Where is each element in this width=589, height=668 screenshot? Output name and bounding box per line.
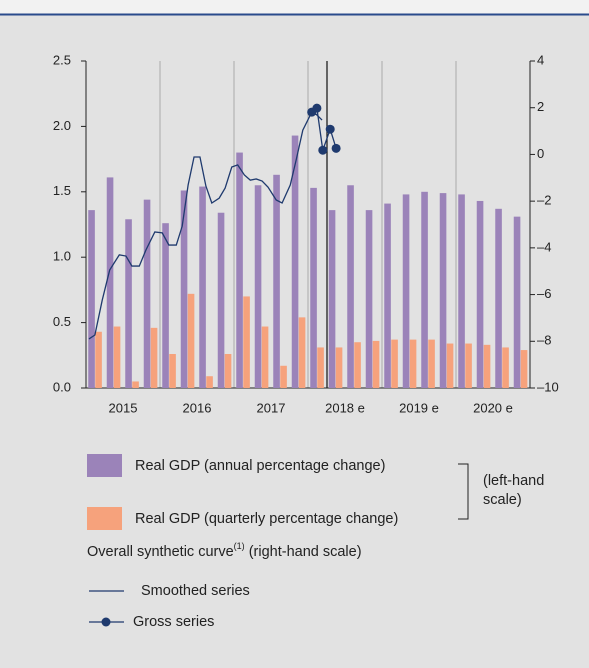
point bbox=[312, 103, 322, 113]
x-tick-label: 2015 bbox=[109, 400, 138, 415]
bar bbox=[391, 339, 398, 388]
bar bbox=[483, 344, 491, 388]
legend-label: Real GDP (quarterly percentage change) bbox=[135, 511, 398, 527]
legend-heading-sup: (1) bbox=[234, 541, 245, 551]
bar bbox=[125, 219, 132, 388]
x-tick-label: 2016 bbox=[183, 400, 212, 415]
legend-label: Gross series bbox=[133, 614, 214, 630]
bar bbox=[384, 203, 391, 388]
point bbox=[325, 124, 335, 134]
bar bbox=[428, 339, 435, 388]
y2-tick-label: –2 bbox=[537, 193, 551, 208]
bar bbox=[495, 208, 502, 388]
bar bbox=[372, 340, 380, 388]
y-tick-label: 1.5 bbox=[53, 183, 71, 198]
bar bbox=[95, 331, 102, 388]
y2-tick-label: –8 bbox=[537, 333, 551, 348]
bar bbox=[243, 296, 250, 388]
bar bbox=[317, 347, 324, 388]
x-tick-label: 2017 bbox=[257, 400, 286, 415]
y-tick-label: 0.0 bbox=[53, 379, 71, 394]
x-tick-label: 2020 e bbox=[473, 400, 513, 415]
y2-tick-label: 2 bbox=[537, 99, 544, 114]
legend-swatch bbox=[87, 454, 122, 477]
bar bbox=[328, 210, 336, 388]
bar bbox=[150, 327, 158, 388]
y2-tick-label: –10 bbox=[537, 379, 559, 394]
bar bbox=[261, 326, 269, 388]
line bbox=[88, 113, 323, 340]
bar bbox=[291, 135, 299, 388]
bar bbox=[347, 185, 354, 388]
bar bbox=[88, 210, 95, 388]
y2-tick-label: –4 bbox=[537, 239, 551, 254]
y-tick-label: 0.5 bbox=[53, 314, 71, 329]
bar bbox=[502, 347, 509, 388]
bar bbox=[236, 152, 243, 388]
y-tick-label: 2.0 bbox=[53, 118, 71, 133]
bar bbox=[439, 193, 447, 388]
bar bbox=[199, 186, 206, 388]
bar bbox=[476, 200, 484, 388]
legend-marker bbox=[101, 617, 111, 627]
bar bbox=[520, 350, 528, 388]
legend-note: scale) bbox=[483, 492, 522, 508]
bar bbox=[113, 326, 121, 388]
bar bbox=[180, 190, 188, 388]
bar bbox=[169, 353, 176, 388]
bar bbox=[365, 210, 373, 388]
bar bbox=[143, 199, 151, 388]
legend-heading-suffix: (right-hand scale) bbox=[245, 544, 362, 560]
bar bbox=[298, 317, 306, 388]
legend-swatch bbox=[87, 507, 122, 530]
bar bbox=[254, 185, 262, 388]
bar bbox=[132, 381, 139, 388]
bar bbox=[409, 339, 417, 388]
bar bbox=[402, 194, 410, 388]
bar bbox=[335, 347, 343, 388]
bar bbox=[465, 343, 472, 388]
bar bbox=[187, 293, 195, 388]
bar bbox=[458, 194, 465, 388]
legend-bracket bbox=[458, 463, 469, 520]
legend-note: (left-hand bbox=[483, 473, 544, 489]
legend-heading-text: Overall synthetic curve bbox=[87, 544, 234, 560]
bar bbox=[354, 342, 361, 388]
legend-label: Smoothed series bbox=[141, 583, 250, 599]
bar bbox=[310, 187, 317, 388]
y-tick-label: 2.5 bbox=[53, 52, 71, 67]
bar bbox=[273, 174, 280, 388]
bar bbox=[421, 191, 428, 388]
point bbox=[331, 143, 341, 153]
y2-tick-label: –6 bbox=[537, 286, 551, 301]
legend-heading: Overall synthetic curve(1) (right-hand s… bbox=[87, 541, 362, 559]
legend: Real GDP (annual percentage change) Real… bbox=[87, 454, 544, 630]
y-tick-label: 1.0 bbox=[53, 249, 71, 264]
bar bbox=[106, 177, 114, 388]
x-tick-label: 2019 e bbox=[399, 400, 439, 415]
x-tick-label: 2018 e bbox=[325, 400, 365, 415]
plot: 0.0 0.5 1.0 1.5 2.0 2.5 –10 –8 –6 –4 –2 0 2 4 2015 2016… bbox=[53, 52, 559, 415]
bar bbox=[446, 343, 454, 388]
bar bbox=[162, 223, 169, 388]
bar bbox=[217, 212, 225, 388]
bar bbox=[513, 216, 521, 388]
bar bbox=[206, 376, 213, 388]
legend-label: Real GDP (annual percentage change) bbox=[135, 458, 385, 474]
point bbox=[318, 145, 328, 155]
bar bbox=[280, 365, 287, 388]
y2-tick-label: 4 bbox=[537, 52, 544, 67]
top-strip bbox=[0, 0, 589, 14]
y2-tick-label: 0 bbox=[537, 146, 544, 161]
bar bbox=[224, 353, 232, 388]
